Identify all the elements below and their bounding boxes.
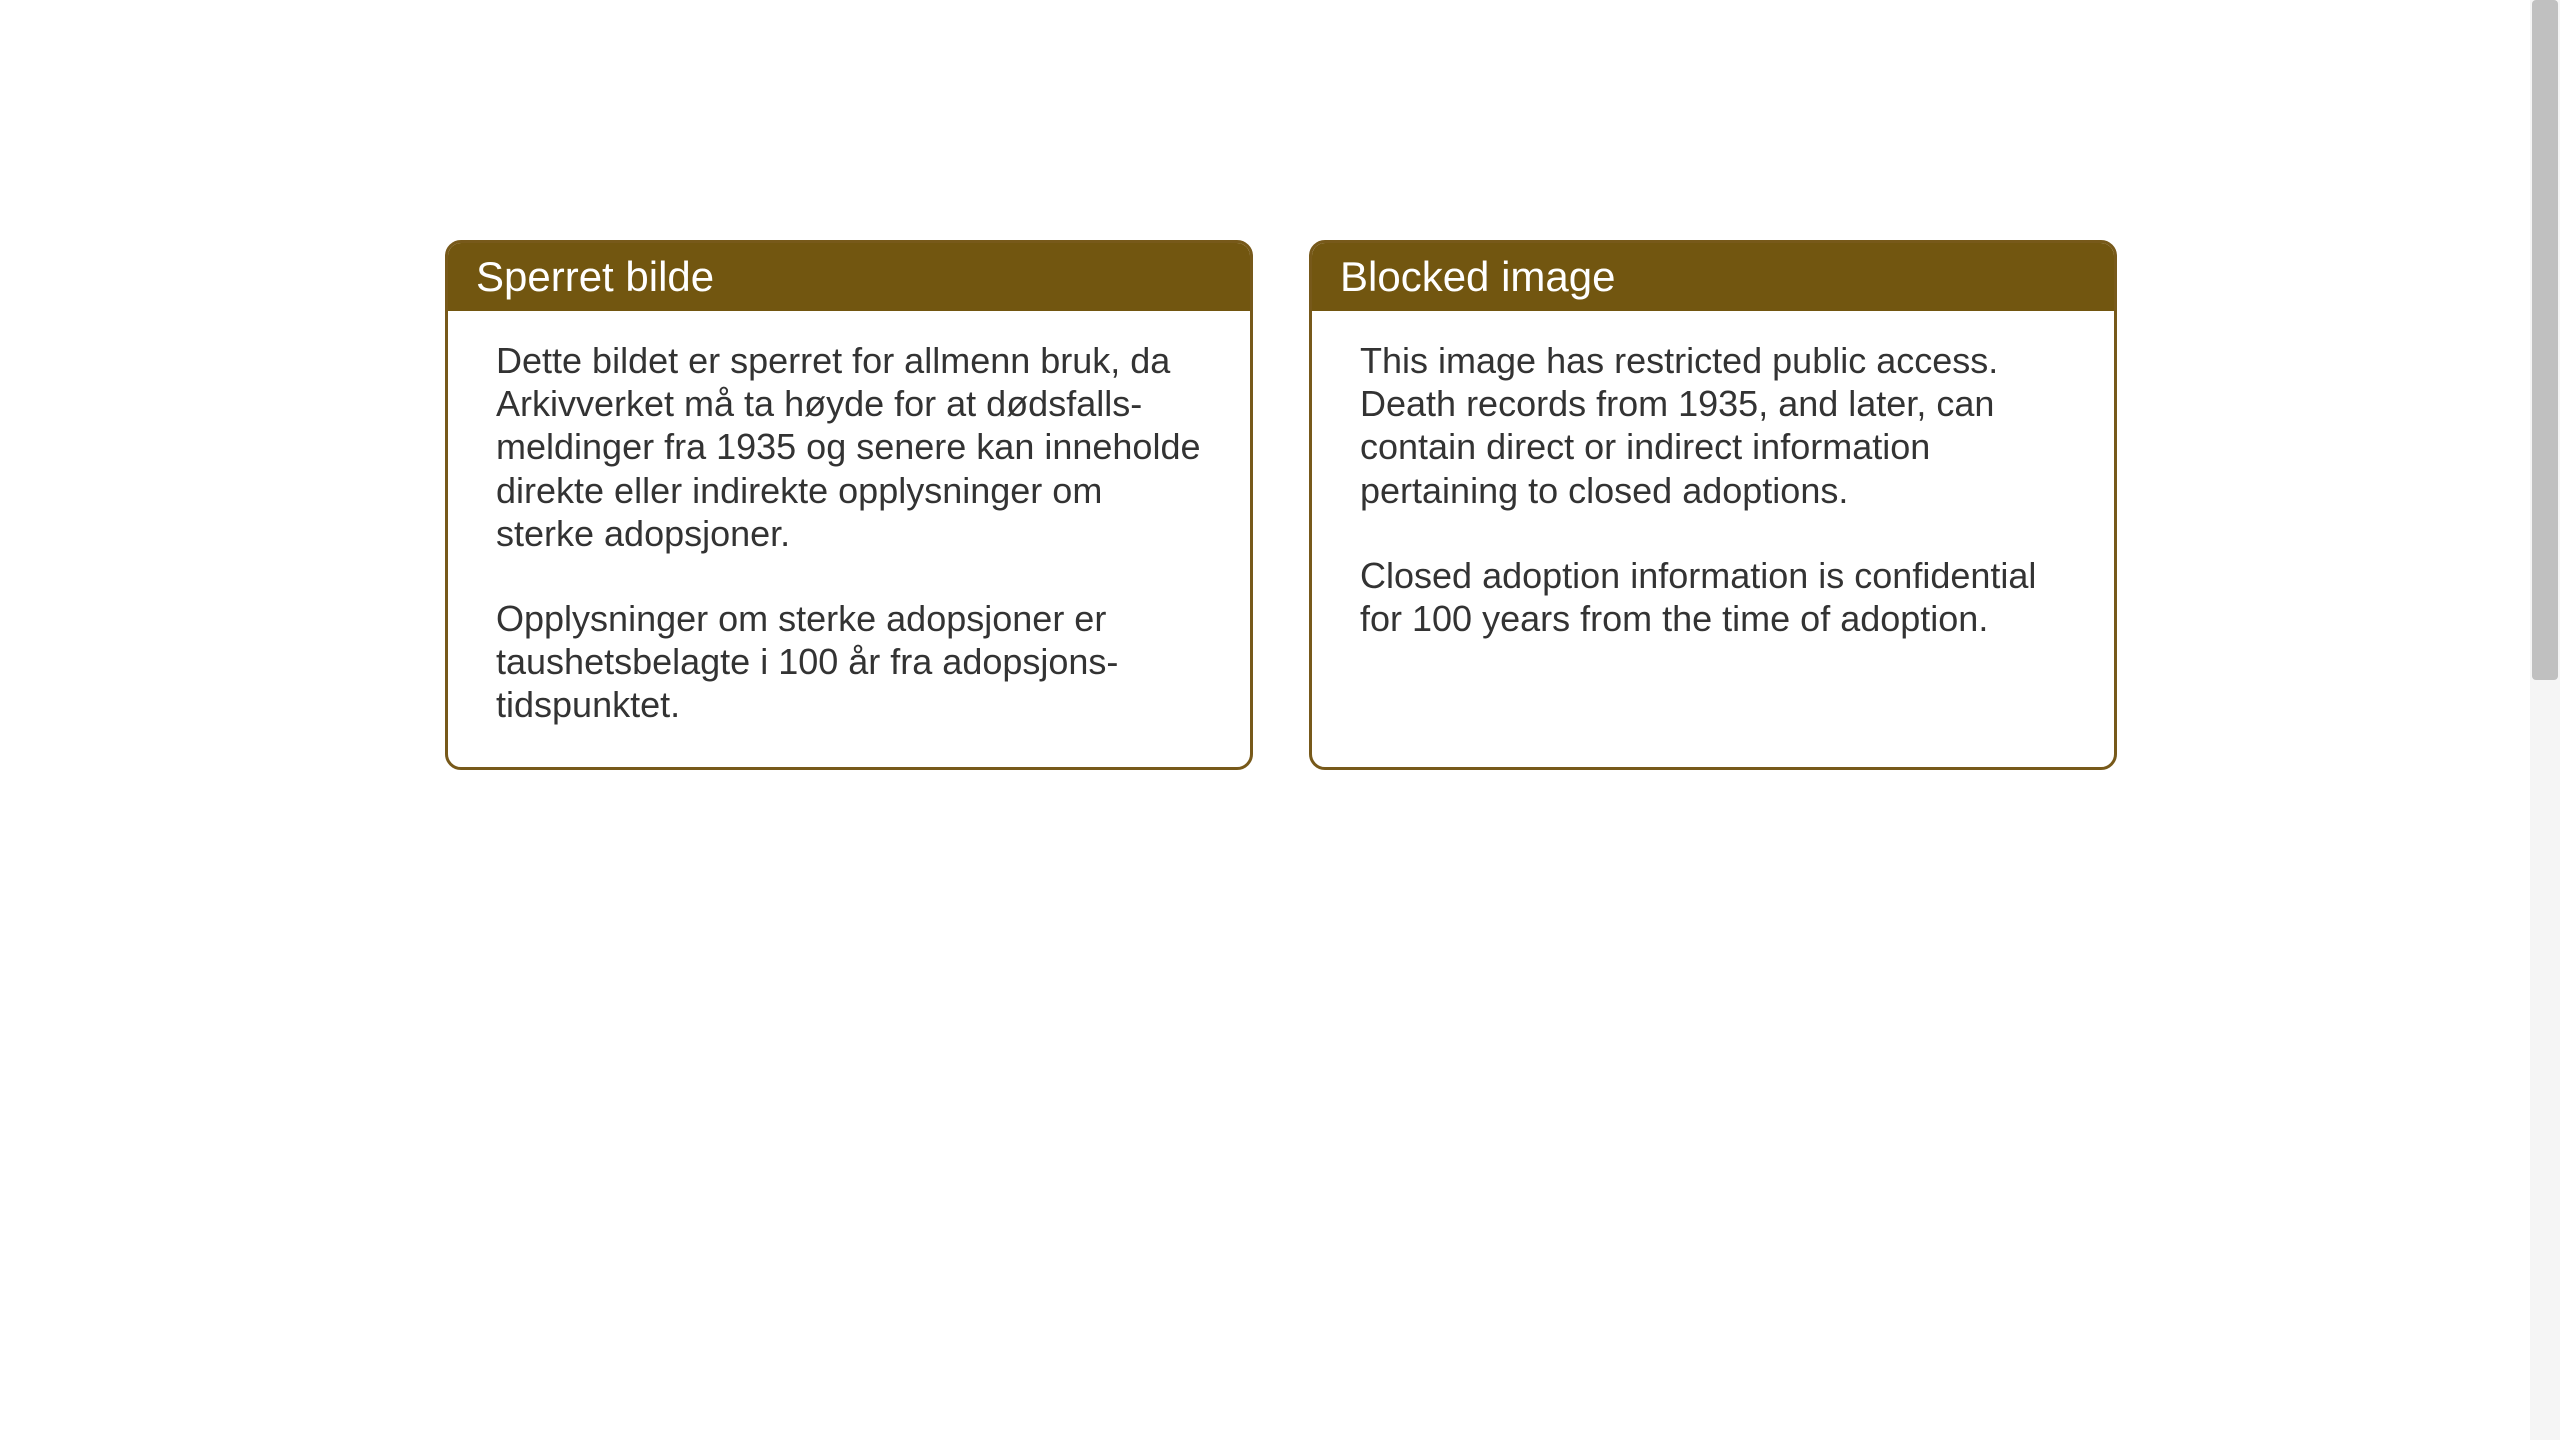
notice-paragraph-1-norwegian: Dette bildet er sperret for allmenn bruk… [496,339,1202,555]
notice-body-english: This image has restricted public access.… [1312,311,2114,751]
notice-box-english: Blocked image This image has restricted … [1309,240,2117,770]
scrollbar-thumb[interactable] [2532,0,2558,680]
notice-box-norwegian: Sperret bilde Dette bildet er sperret fo… [445,240,1253,770]
notice-paragraph-2-english: Closed adoption information is confident… [1360,554,2066,640]
notice-header-english: Blocked image [1312,243,2114,311]
notice-header-norwegian: Sperret bilde [448,243,1250,311]
notice-paragraph-1-english: This image has restricted public access.… [1360,339,2066,512]
notice-title-norwegian: Sperret bilde [476,253,714,300]
notice-container: Sperret bilde Dette bildet er sperret fo… [445,240,2117,770]
notice-body-norwegian: Dette bildet er sperret for allmenn bruk… [448,311,1250,767]
notice-title-english: Blocked image [1340,253,1615,300]
vertical-scrollbar[interactable] [2530,0,2560,1440]
notice-paragraph-2-norwegian: Opplysninger om sterke adopsjoner er tau… [496,597,1202,727]
